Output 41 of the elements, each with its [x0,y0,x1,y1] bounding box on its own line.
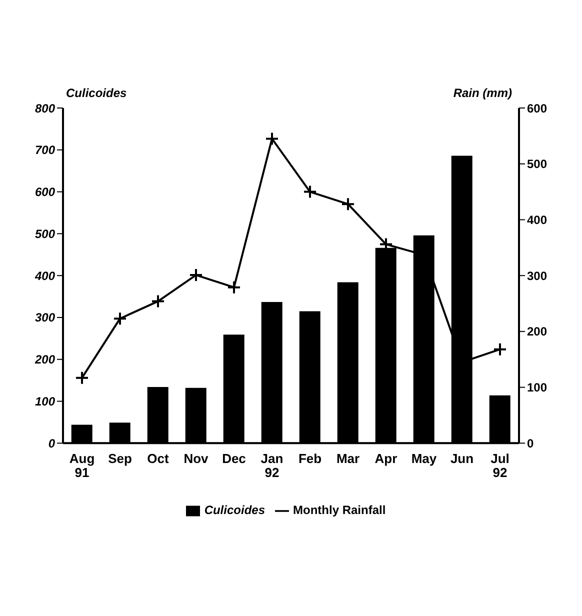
y2-tick-label: 0 [527,436,534,450]
point [113,312,127,326]
x-tick-label: Oct [147,451,170,466]
y-tick-label: 700 [34,143,56,158]
y2-axis-title: Rain (mm) [453,86,512,100]
y-axis-title: Culicoides [66,86,127,100]
x-tick-label: Jan 92 [260,451,284,480]
point [303,184,317,199]
y-tick-label: 0 [48,436,56,450]
point [189,268,203,282]
x-tick-label: Dec [222,451,246,466]
x-tick-label: Apr [374,451,398,466]
x-tick-label: Nov [184,451,210,466]
x-tick-label: Jun [450,451,474,466]
y2-tick-label: 500 [527,157,548,172]
x-tick-label: Jul 92 [490,451,510,480]
point [341,197,355,212]
y-tick-label: 200 [34,352,56,367]
point [75,370,89,385]
point [265,132,279,146]
y-tick-label: 100 [34,394,56,409]
y-tick-label: 600 [34,185,56,200]
y-tick-label: 300 [34,310,56,325]
point [151,294,165,308]
x-tick-label: Aug 91 [69,451,95,480]
point [493,342,507,356]
y2-tick-label: 300 [527,268,548,283]
y-tick-label: 400 [34,268,56,283]
point [227,280,241,294]
y-tick-label: 800 [34,101,56,116]
x-tick-label: May [411,451,438,466]
x-tick-label: Feb [298,451,322,466]
y2-tick-label: 400 [527,212,548,227]
y-tick-label: 500 [34,226,56,241]
x-tick-label: Mar [336,451,360,466]
legend-label: Culicoides [204,503,265,518]
y2-tick-label: 600 [527,101,548,116]
x-tick-label: Sep [108,451,132,466]
y2-tick-label: 100 [527,380,548,395]
y2-tick-label: 200 [527,324,548,339]
legend-label: Monthly Rainfall [293,503,386,518]
